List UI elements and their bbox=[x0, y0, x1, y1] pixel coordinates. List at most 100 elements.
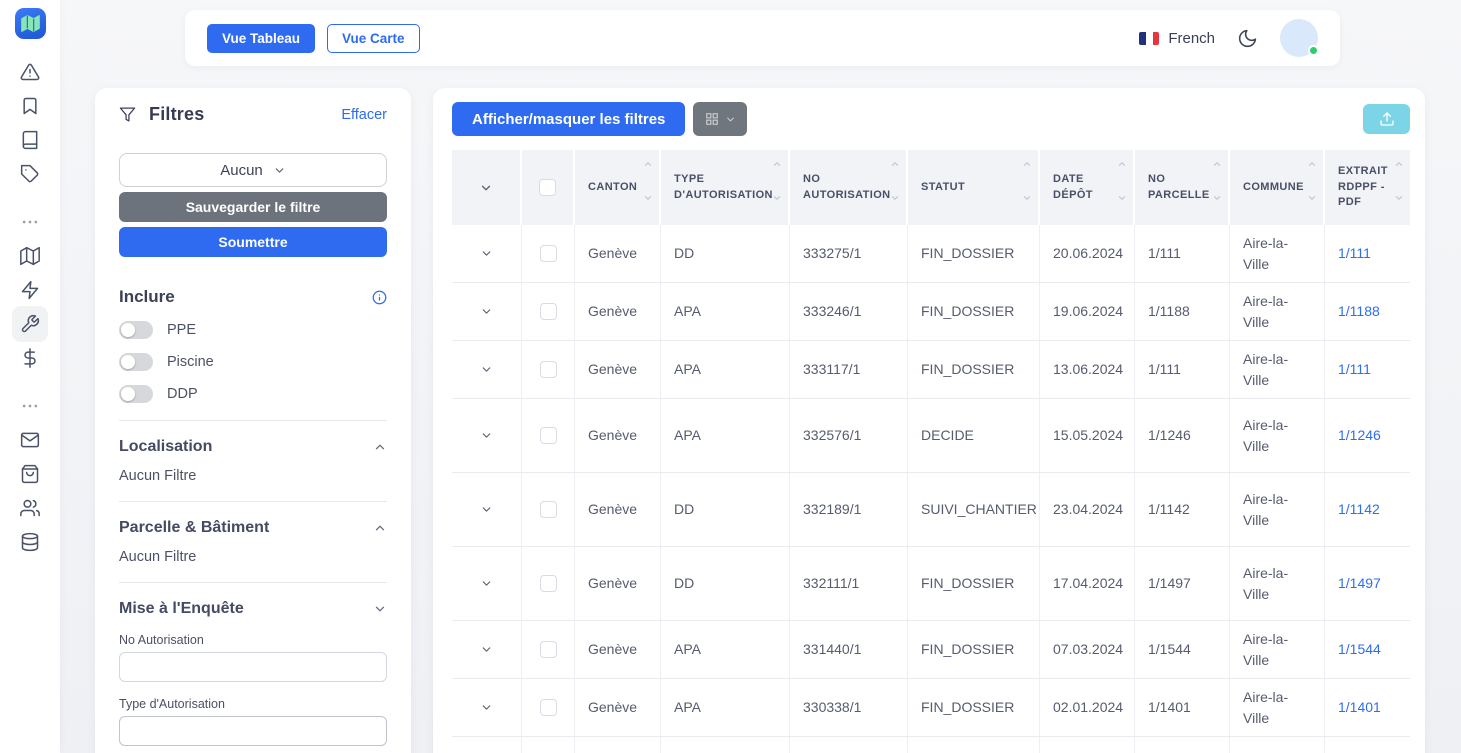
cell-canton: Genève bbox=[575, 225, 661, 282]
book-icon[interactable] bbox=[20, 130, 40, 150]
cell-type-autorisation: APA bbox=[661, 341, 790, 398]
extrait-pdf-link[interactable]: 1/1188 bbox=[1338, 303, 1380, 320]
app-logo[interactable] bbox=[14, 8, 46, 39]
sort-desc-icon[interactable] bbox=[772, 193, 782, 203]
column-header[interactable]: NO AUTORISATION bbox=[790, 150, 908, 225]
toggle-piscine[interactable] bbox=[119, 353, 153, 371]
column-header[interactable]: EXTRAIT RDPPF - PDF bbox=[1325, 150, 1410, 225]
clear-filters-button[interactable]: Effacer bbox=[341, 106, 387, 123]
type-autorisation-input[interactable] bbox=[119, 716, 387, 746]
section-localisation[interactable]: Localisation bbox=[119, 438, 387, 456]
column-header-label: STATUT bbox=[921, 180, 966, 193]
extrait-pdf-link[interactable]: 1/1246 bbox=[1338, 427, 1381, 444]
sort-desc-icon[interactable] bbox=[1307, 193, 1317, 203]
sort-desc-icon[interactable] bbox=[1117, 193, 1127, 203]
row-checkbox[interactable] bbox=[539, 575, 557, 592]
section-parcelle[interactable]: Parcelle & Bâtiment bbox=[119, 519, 387, 537]
sort-desc-icon[interactable] bbox=[1022, 193, 1032, 203]
extrait-pdf-link[interactable]: 1/1544 bbox=[1338, 641, 1381, 658]
save-filter-button[interactable]: Sauvegarder le filtre bbox=[119, 192, 387, 222]
no-autorisation-input[interactable] bbox=[119, 652, 387, 682]
section-enquete[interactable]: Mise à l'Enquête bbox=[119, 600, 387, 618]
french-flag-icon bbox=[1139, 31, 1160, 45]
bookmark-icon[interactable] bbox=[20, 96, 40, 116]
vue-tableau-button[interactable]: Vue Tableau bbox=[207, 23, 316, 53]
row-select-cell bbox=[522, 341, 575, 398]
sort-asc-icon[interactable] bbox=[1394, 159, 1404, 169]
avatar[interactable] bbox=[1280, 19, 1319, 57]
toggle-ppe[interactable] bbox=[119, 321, 153, 339]
row-expand-cell[interactable] bbox=[452, 399, 522, 472]
wrench-icon[interactable] bbox=[12, 306, 48, 342]
row-expand-cell[interactable] bbox=[452, 473, 522, 546]
cell-date-depot: 20.06.2024 bbox=[1040, 225, 1135, 282]
alerts-icon[interactable] bbox=[20, 62, 40, 82]
row-expand-cell[interactable] bbox=[452, 547, 522, 620]
toggle-filters-button[interactable]: Afficher/masquer les filtres bbox=[452, 102, 686, 136]
column-header[interactable]: DATE DÉPÔT bbox=[1040, 150, 1135, 225]
map-icon[interactable] bbox=[20, 246, 40, 266]
extrait-pdf-link[interactable]: 1/111 bbox=[1338, 245, 1371, 262]
column-header[interactable]: TYPE D'AUTORISATION bbox=[661, 150, 790, 225]
section-enquete-title: Mise à l'Enquête bbox=[119, 600, 244, 617]
sort-asc-icon[interactable] bbox=[1117, 159, 1127, 169]
users-icon[interactable] bbox=[20, 498, 40, 518]
sort-asc-icon[interactable] bbox=[1022, 159, 1032, 169]
column-header-label: DATE DÉPÔT bbox=[1053, 172, 1093, 201]
row-expand-cell[interactable] bbox=[452, 679, 522, 736]
language-selector[interactable]: French bbox=[1139, 30, 1215, 47]
info-icon[interactable] bbox=[372, 290, 387, 305]
column-header[interactable]: CANTON bbox=[575, 150, 661, 225]
preset-selected-value: Aucun bbox=[220, 161, 263, 179]
tag-icon[interactable] bbox=[20, 164, 40, 184]
row-checkbox[interactable] bbox=[539, 699, 557, 716]
column-header[interactable]: NO PARCELLE bbox=[1135, 150, 1230, 225]
row-expand-cell[interactable] bbox=[452, 225, 522, 282]
row-checkbox[interactable] bbox=[539, 245, 557, 262]
more-icon[interactable] bbox=[20, 212, 40, 232]
row-checkbox[interactable] bbox=[539, 427, 557, 444]
more-icon-2[interactable] bbox=[20, 396, 40, 416]
sort-desc-icon[interactable] bbox=[643, 193, 653, 203]
column-header[interactable]: STATUT bbox=[908, 150, 1040, 225]
row-checkbox[interactable] bbox=[539, 641, 557, 658]
vue-carte-button[interactable]: Vue Carte bbox=[327, 23, 420, 53]
row-expand-cell[interactable] bbox=[452, 621, 522, 678]
cell-no-parcelle: 1/1142 bbox=[1135, 473, 1230, 546]
cell-no-parcelle: 1/111 bbox=[1135, 225, 1230, 282]
sort-desc-icon[interactable] bbox=[1394, 193, 1404, 203]
dollar-icon[interactable] bbox=[20, 348, 40, 368]
cell-commune: Aire-la-Ville bbox=[1230, 341, 1325, 398]
row-checkbox[interactable] bbox=[539, 501, 557, 518]
sort-asc-icon[interactable] bbox=[1307, 159, 1317, 169]
extrait-pdf-link[interactable]: 1/1142 bbox=[1338, 501, 1380, 518]
sort-desc-icon[interactable] bbox=[890, 193, 900, 203]
columns-dropdown-button[interactable] bbox=[693, 102, 748, 136]
dark-mode-toggle[interactable] bbox=[1237, 28, 1258, 49]
sort-asc-icon[interactable] bbox=[772, 159, 782, 169]
zap-icon[interactable] bbox=[20, 280, 40, 300]
table-row-partial bbox=[452, 737, 1410, 753]
filter-preset-select[interactable]: Aucun bbox=[119, 153, 387, 187]
extrait-pdf-link[interactable]: 1/1401 bbox=[1338, 699, 1381, 716]
database-icon[interactable] bbox=[20, 532, 40, 552]
sort-desc-icon[interactable] bbox=[1212, 193, 1222, 203]
shopping-bag-icon[interactable] bbox=[20, 464, 40, 484]
submit-filter-button[interactable]: Soumettre bbox=[119, 227, 387, 257]
export-upload-button[interactable] bbox=[1363, 104, 1410, 134]
select-all-checkbox[interactable] bbox=[539, 179, 556, 196]
sort-asc-icon[interactable] bbox=[1212, 159, 1222, 169]
row-checkbox[interactable] bbox=[539, 361, 557, 378]
row-expand-cell[interactable] bbox=[452, 341, 522, 398]
toggle-ddp[interactable] bbox=[119, 385, 153, 403]
extrait-pdf-link[interactable]: 1/111 bbox=[1338, 361, 1371, 378]
row-checkbox[interactable] bbox=[539, 303, 557, 320]
sort-asc-icon[interactable] bbox=[643, 159, 653, 169]
mail-icon[interactable] bbox=[20, 430, 40, 450]
cell-no-autorisation: 333117/1 bbox=[790, 341, 908, 398]
column-header[interactable]: COMMUNE bbox=[1230, 150, 1325, 225]
row-expand-cell[interactable] bbox=[452, 283, 522, 340]
extrait-pdf-link[interactable]: 1/1497 bbox=[1338, 575, 1381, 592]
sort-asc-icon[interactable] bbox=[890, 159, 900, 169]
expand-all-header-cell[interactable] bbox=[452, 150, 522, 225]
